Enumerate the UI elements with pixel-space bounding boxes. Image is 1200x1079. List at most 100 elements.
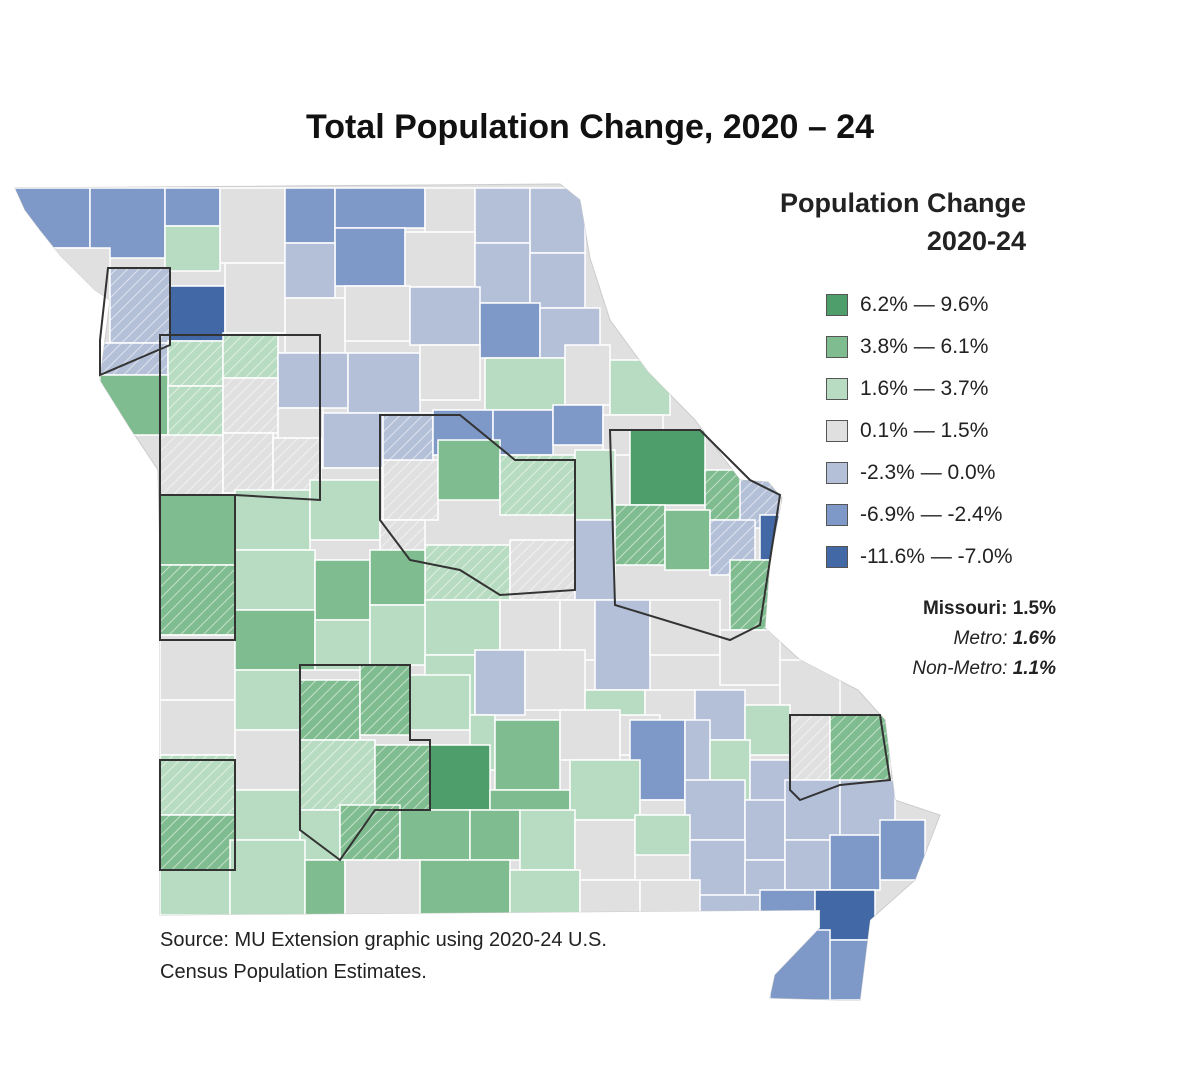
legend-title-line2: 2020-24 [926, 226, 1026, 256]
county [159, 699, 236, 756]
county [494, 719, 561, 791]
county [579, 879, 641, 916]
county [484, 357, 566, 411]
metro-hatch [110, 268, 170, 343]
county [159, 869, 231, 916]
metro-hatch [383, 413, 433, 468]
county [529, 252, 586, 309]
metro-hatch [160, 435, 223, 495]
missouri-value: 1.5% [1012, 598, 1056, 619]
missouri-label: Missouri: [922, 598, 1008, 619]
county [469, 809, 521, 861]
legend-title: Population Change 2020-24 [700, 184, 1026, 260]
county [284, 297, 346, 354]
county [474, 649, 526, 716]
county [719, 629, 781, 686]
county [234, 789, 301, 841]
legend-title-line1: Population Change [780, 188, 1026, 218]
county [569, 759, 641, 821]
metro-stat: Metro: 1.6% [780, 624, 1056, 654]
county [552, 404, 604, 446]
metro-hatch [300, 680, 360, 740]
county [609, 359, 671, 416]
metro-hatch [500, 455, 575, 515]
county [634, 814, 691, 856]
legend-label: -6.9% — -2.4% [860, 503, 1003, 526]
county [15, 247, 111, 304]
county [344, 859, 421, 916]
legend-item: 0.1% — 1.5% [826, 410, 1013, 452]
county [437, 439, 501, 501]
county [99, 374, 169, 436]
source-line-2: Census Population Estimates. [160, 961, 427, 983]
metro-area-outline [299, 664, 431, 862]
missouri-stat: Missouri: 1.5% [780, 594, 1056, 624]
county [684, 779, 746, 841]
county [224, 262, 286, 334]
legend-swatch [826, 336, 848, 358]
county [89, 187, 166, 259]
legend-swatch [826, 504, 848, 526]
metro-hatch [160, 815, 235, 870]
metro-hatch [360, 665, 410, 735]
nonmetro-stat: Non-Metro: 1.1% [780, 654, 1056, 684]
legend-swatch [826, 378, 848, 400]
metro-hatch [223, 378, 278, 433]
county [369, 549, 426, 606]
county [479, 302, 541, 359]
metro-hatch [300, 740, 375, 810]
county [309, 479, 381, 541]
county [164, 225, 221, 272]
county [529, 187, 586, 254]
county [15, 187, 91, 249]
legend-item: 1.6% — 3.7% [826, 368, 1013, 410]
county [409, 286, 481, 346]
legend-swatch [826, 462, 848, 484]
county [769, 929, 831, 1000]
nonmetro-label: Non-Metro: [912, 658, 1008, 679]
county [334, 227, 406, 287]
county [404, 231, 476, 288]
metro-hatch [168, 341, 223, 386]
county [759, 889, 816, 931]
metro-value: 1.6% [1012, 628, 1056, 649]
county [664, 509, 711, 571]
county [234, 489, 311, 551]
county [314, 619, 371, 671]
county [744, 704, 791, 756]
county [639, 879, 701, 916]
metro-area-outline [608, 429, 782, 642]
county [474, 242, 531, 304]
metro-area-outline [159, 334, 321, 502]
metro-hatch [160, 755, 235, 815]
legend-item: 6.2% — 9.6% [826, 284, 1013, 326]
county [419, 859, 511, 916]
county [219, 187, 286, 264]
metro-hatch [160, 565, 235, 635]
county [229, 839, 306, 916]
metro-hatch [223, 333, 278, 378]
county [369, 604, 426, 666]
county [629, 429, 706, 506]
county [474, 187, 531, 244]
source-note: Source: MU Extension graphic using 2020-… [160, 924, 760, 988]
county [829, 834, 881, 891]
county [524, 649, 586, 711]
county [234, 609, 316, 671]
county [169, 285, 226, 342]
metro-hatch [375, 745, 430, 810]
county [234, 549, 316, 611]
metro-hatch [383, 460, 438, 520]
county [429, 744, 491, 811]
county [322, 412, 384, 469]
county [879, 819, 926, 881]
metro-hatch [168, 386, 223, 436]
county [344, 285, 411, 342]
legend-label: 3.8% — 6.1% [860, 335, 989, 358]
legend-swatch [826, 546, 848, 568]
legend-swatch [826, 420, 848, 442]
county [284, 242, 336, 299]
county [284, 187, 336, 244]
map-title: Total Population Change, 2020 – 24 [305, 108, 875, 146]
legend-item: -11.6% — -7.0% [826, 536, 1013, 578]
